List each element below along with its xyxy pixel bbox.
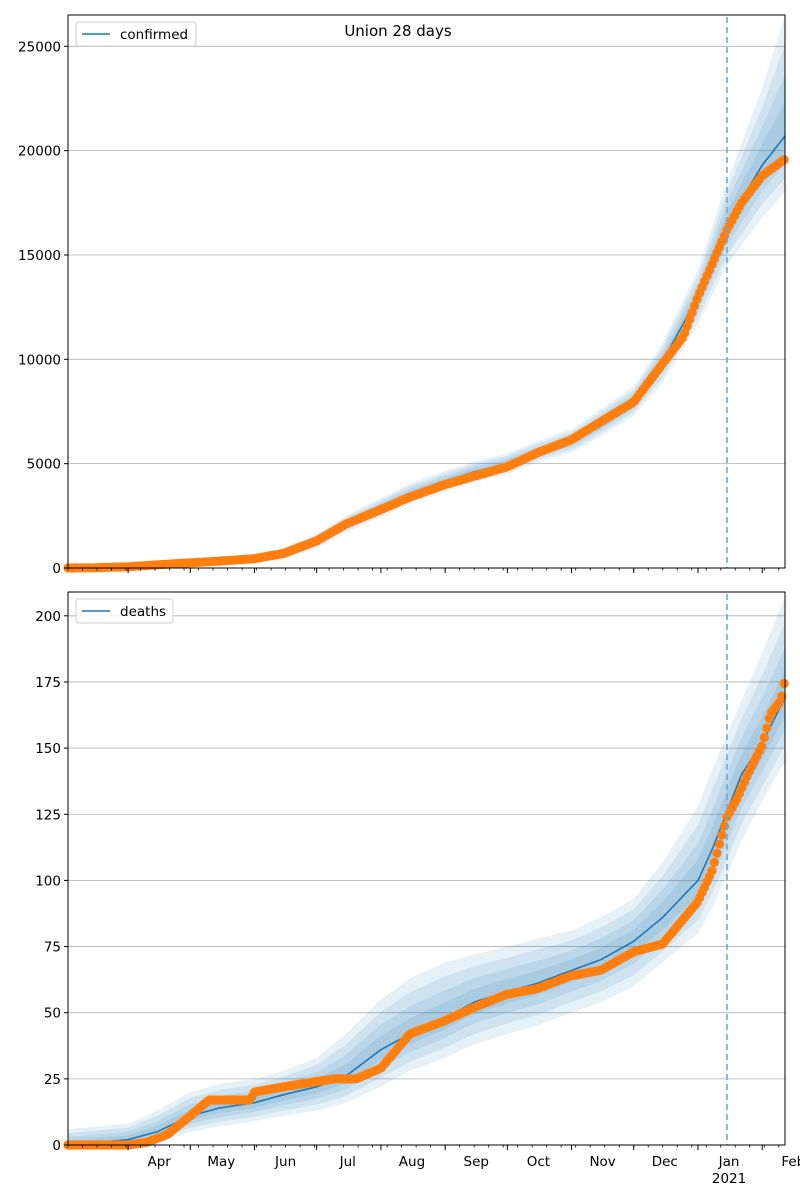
uncertainty-band <box>68 647 785 1145</box>
x-tick-label: Oct <box>527 1154 550 1170</box>
y-tick-label: 25 <box>44 1072 61 1088</box>
y-tick-label: 200 <box>35 609 61 625</box>
x-tick-label: Jan <box>718 1154 740 1170</box>
y-tick-label: 100 <box>35 873 61 889</box>
x-tick-label: Apr <box>147 1154 171 1170</box>
deaths-panel: 0 25 50 75 100 125 150 175 200 Apr May Jun Jul Aug Sep… <box>35 591 800 1187</box>
legend-label: deaths <box>120 604 166 620</box>
plot-frame <box>67 14 786 569</box>
observed-point <box>712 848 722 858</box>
x-tick-label: Aug <box>399 1154 425 1170</box>
y-tick-label: 10000 <box>18 352 61 368</box>
y-tick-label: 25000 <box>18 39 61 55</box>
y-tick-label: 75 <box>44 940 61 956</box>
y-tick-label: 5000 <box>27 457 61 473</box>
x-tick-label: Jul <box>339 1154 356 1170</box>
uncertainty-band <box>68 15 785 568</box>
y-tick-label: 0 <box>52 561 61 577</box>
uncertainty-band <box>68 597 785 1145</box>
x-tick-label: Nov <box>589 1154 615 1170</box>
observed-point <box>759 732 769 743</box>
y-tick-label: 175 <box>35 675 61 691</box>
y-tick-label: 150 <box>35 741 61 757</box>
y-tick-label: 125 <box>35 807 61 823</box>
y-tick-label: 15000 <box>18 248 61 264</box>
model-line <box>67 697 786 1146</box>
observed-point <box>779 678 789 689</box>
legend-box <box>75 598 174 624</box>
confirmed-panel: 0 5000 10000 15000 20000 25000 confirmed <box>18 14 789 577</box>
observed-point <box>762 723 772 733</box>
y-tick-label: 0 <box>52 1138 61 1154</box>
observed-point <box>779 155 789 165</box>
x-tick-label: Sep <box>464 1154 489 1170</box>
x-tick-label: Dec <box>652 1154 678 1170</box>
legend-label: confirmed <box>120 27 188 43</box>
chart-title: Union 28 days <box>344 22 452 40</box>
uncertainty-band <box>68 622 785 1145</box>
observed-point <box>777 691 787 701</box>
y-tick-label: 20000 <box>18 144 61 160</box>
x-year-label: 2021 <box>712 1171 746 1187</box>
x-tick-label: Feb <box>781 1154 800 1170</box>
legend-box <box>75 21 197 47</box>
uncertainty-band <box>68 669 785 1145</box>
observed-point <box>707 866 717 876</box>
x-tick-label: Jun <box>274 1154 296 1170</box>
observed-point <box>717 830 727 840</box>
observed-point <box>757 741 767 751</box>
plot-frame <box>67 591 786 1146</box>
observed-point <box>709 857 720 867</box>
x-tick-label: May <box>207 1154 235 1170</box>
y-tick-label: 50 <box>44 1006 61 1022</box>
observed-point <box>714 839 725 849</box>
